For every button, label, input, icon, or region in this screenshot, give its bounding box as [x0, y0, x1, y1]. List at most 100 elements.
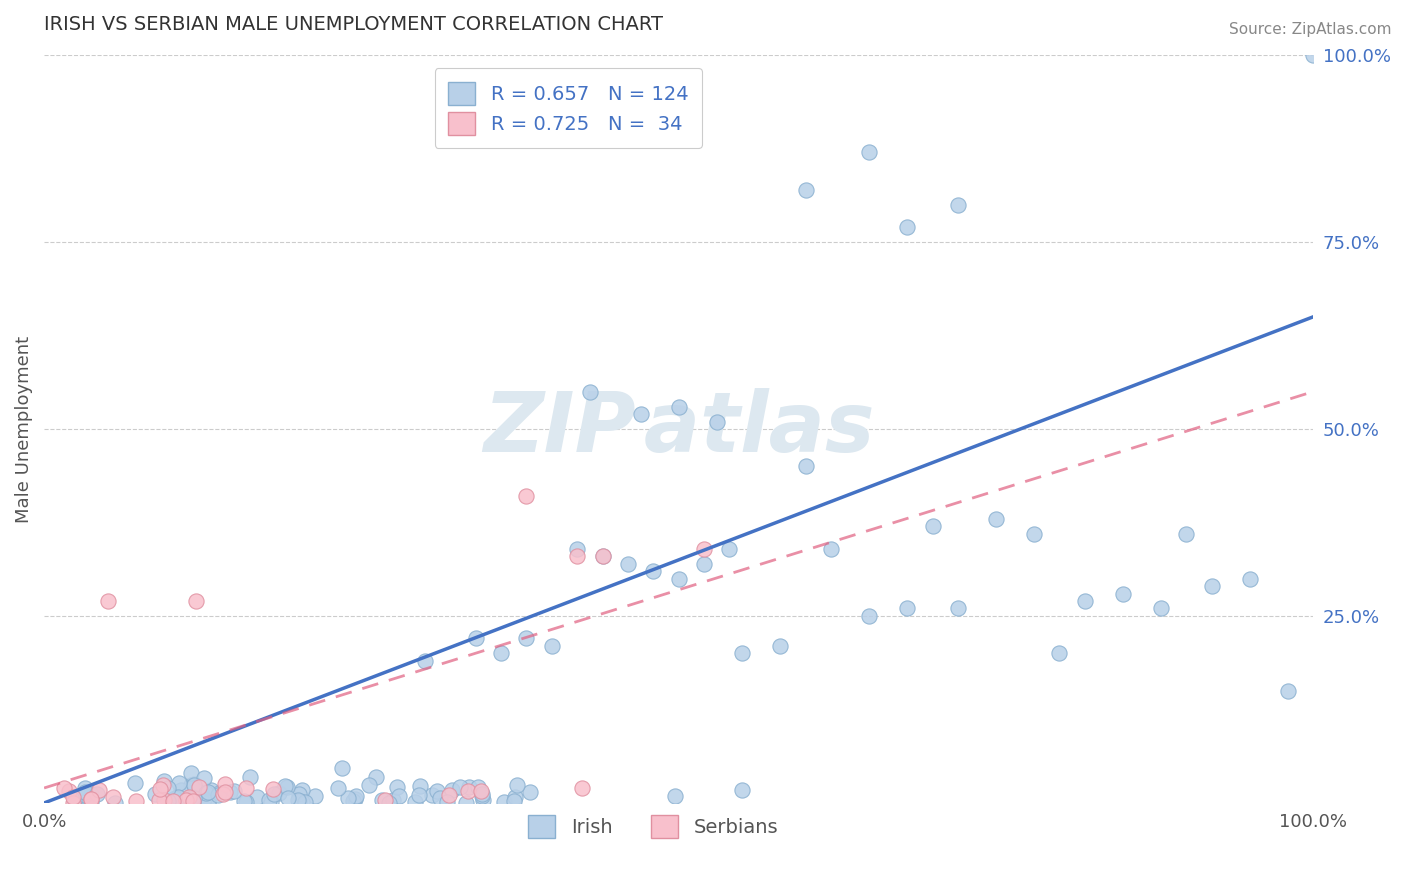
Point — [592, 549, 614, 563]
Point — [80, 792, 103, 806]
Point — [259, 795, 281, 809]
Point — [643, 564, 665, 578]
Point — [449, 780, 471, 794]
Point — [1150, 601, 1173, 615]
Point — [1049, 646, 1071, 660]
Point — [471, 789, 494, 803]
Point — [195, 786, 218, 800]
Point — [382, 793, 405, 807]
Point — [52, 780, 75, 795]
Point — [186, 594, 208, 608]
Point — [1112, 586, 1135, 600]
Point — [197, 795, 219, 809]
Point — [165, 790, 187, 805]
Point — [668, 400, 690, 414]
Point — [377, 796, 399, 810]
Point — [896, 220, 918, 235]
Point — [214, 785, 236, 799]
Point — [1022, 526, 1045, 541]
Point — [197, 785, 219, 799]
Point — [515, 489, 537, 503]
Point — [374, 793, 396, 807]
Point — [1277, 683, 1299, 698]
Point — [288, 787, 311, 801]
Point — [277, 791, 299, 805]
Point — [388, 789, 411, 804]
Point — [420, 789, 443, 803]
Point — [457, 784, 479, 798]
Point — [456, 796, 478, 810]
Point — [208, 786, 231, 800]
Point — [820, 541, 842, 556]
Point — [287, 793, 309, 807]
Point — [457, 780, 479, 794]
Point — [1201, 579, 1223, 593]
Point — [503, 794, 526, 808]
Point — [858, 609, 880, 624]
Point — [197, 796, 219, 810]
Point — [436, 795, 458, 809]
Point — [794, 183, 817, 197]
Point — [267, 786, 290, 800]
Point — [489, 646, 512, 660]
Point — [385, 780, 408, 794]
Point — [183, 777, 205, 791]
Point — [207, 789, 229, 803]
Point — [193, 771, 215, 785]
Point — [162, 795, 184, 809]
Point — [222, 784, 245, 798]
Point — [187, 780, 209, 794]
Point — [63, 793, 86, 807]
Point — [193, 792, 215, 806]
Point — [921, 519, 943, 533]
Point — [515, 632, 537, 646]
Point — [80, 787, 103, 801]
Point — [404, 795, 426, 809]
Point — [946, 601, 969, 615]
Point — [1074, 594, 1097, 608]
Point — [75, 785, 97, 799]
Point — [540, 639, 562, 653]
Point — [176, 793, 198, 807]
Point — [89, 782, 111, 797]
Point — [152, 778, 174, 792]
Point — [170, 783, 193, 797]
Text: ZIP atlas: ZIP atlas — [482, 389, 875, 469]
Point — [371, 793, 394, 807]
Point — [506, 778, 529, 792]
Point — [571, 781, 593, 796]
Point — [439, 788, 461, 802]
Point — [101, 790, 124, 805]
Point — [364, 770, 387, 784]
Point — [287, 794, 309, 808]
Point — [233, 794, 256, 808]
Point — [519, 785, 541, 799]
Point — [617, 557, 640, 571]
Point — [429, 791, 451, 805]
Point — [426, 784, 449, 798]
Point — [262, 781, 284, 796]
Point — [1175, 526, 1198, 541]
Point — [693, 557, 716, 571]
Point — [470, 784, 492, 798]
Point — [946, 197, 969, 211]
Point — [794, 459, 817, 474]
Point — [246, 790, 269, 805]
Point — [177, 790, 200, 805]
Point — [97, 594, 120, 608]
Point — [219, 785, 242, 799]
Point — [200, 783, 222, 797]
Point — [149, 781, 172, 796]
Point — [718, 541, 741, 556]
Point — [86, 787, 108, 801]
Point — [413, 654, 436, 668]
Point — [104, 796, 127, 810]
Point — [471, 787, 494, 801]
Point — [471, 793, 494, 807]
Point — [167, 790, 190, 805]
Legend: Irish, Serbians: Irish, Serbians — [520, 807, 786, 846]
Point — [235, 781, 257, 796]
Point — [181, 794, 204, 808]
Point — [342, 794, 364, 808]
Point — [896, 601, 918, 615]
